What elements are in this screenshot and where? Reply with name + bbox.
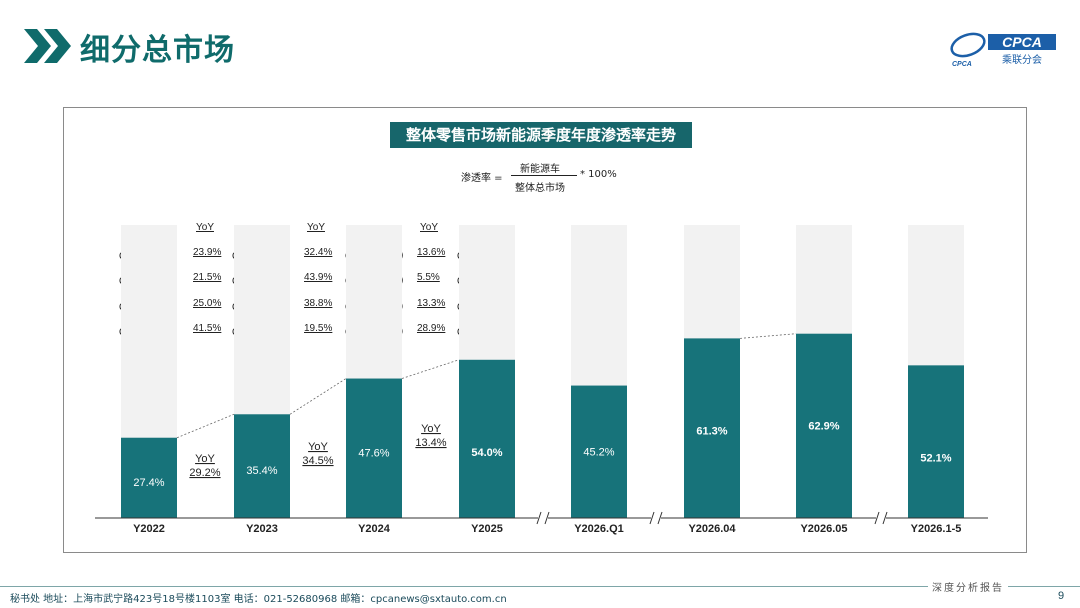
formula-denominator: 整体总市场 bbox=[515, 183, 565, 194]
axis-break-gap bbox=[538, 514, 548, 522]
tick-label: Y2026.Q1 bbox=[574, 523, 624, 535]
footer-address: 秘书处 地址：上海市武宁路423号18号楼1103室 电话：021-526809… bbox=[10, 594, 507, 605]
tick-label: Y2025 bbox=[471, 523, 503, 535]
axis-break-gap bbox=[651, 514, 661, 522]
quarter-yoy-value: 13.6% bbox=[417, 247, 446, 258]
quarter-yoy-value: 32.4% bbox=[304, 247, 333, 258]
data-label: 61.3% bbox=[696, 425, 727, 437]
quarter-yoy-header-2: YoY bbox=[307, 222, 325, 233]
trend-connector bbox=[739, 333, 797, 339]
quarter-yoy-value: 23.9% bbox=[193, 247, 222, 258]
bar-Y2024 bbox=[346, 378, 402, 518]
logo-text: CPCA bbox=[1002, 34, 1042, 50]
logo-sub: 乘联分会 bbox=[1002, 53, 1042, 66]
axis-break-mark bbox=[882, 511, 888, 525]
data-label: 47.6% bbox=[358, 447, 389, 459]
chart-frame bbox=[63, 107, 1027, 553]
quarter-yoy-value: 28.9% bbox=[417, 323, 446, 334]
svg-text:CPCA: CPCA bbox=[952, 61, 972, 68]
data-label: 54.0% bbox=[471, 447, 502, 459]
formula-lhs: 渗透率 = bbox=[461, 173, 503, 184]
trend-connector bbox=[289, 378, 347, 415]
annual-yoy-value: 34.5% bbox=[302, 455, 333, 467]
annual-yoy-label: YoY bbox=[308, 441, 328, 453]
formula-rhs: * 100% bbox=[580, 169, 617, 180]
data-label: 45.2% bbox=[583, 447, 614, 459]
data-label: 62.9% bbox=[808, 421, 839, 433]
bar-Y2026.05 bbox=[796, 333, 852, 518]
quarter-yoy-header-3: YoY bbox=[420, 222, 438, 233]
bar-Y2026.04 bbox=[684, 338, 740, 518]
annual-yoy-label: YoY bbox=[195, 453, 215, 465]
axis-break-mark bbox=[657, 511, 663, 525]
quarter-yoy-value: 5.5% bbox=[417, 272, 440, 283]
axis-break-mark bbox=[874, 511, 880, 525]
bar-Y2023 bbox=[234, 414, 290, 518]
bar-Y2025 bbox=[459, 359, 515, 518]
formula-numerator: 新能源车 bbox=[520, 164, 560, 175]
annual-yoy-label: YoY bbox=[421, 423, 441, 435]
tick-label: Y2023 bbox=[246, 523, 278, 535]
quarter-yoy-value: 43.9% bbox=[304, 272, 333, 283]
annual-yoy-value: 29.2% bbox=[189, 467, 220, 479]
double-chevron-icon bbox=[24, 29, 71, 63]
page-number: 9 bbox=[1058, 590, 1065, 602]
axis-break-mark bbox=[536, 511, 542, 525]
tick-label: Y2022 bbox=[133, 523, 165, 535]
quarter-yoy-value: 38.8% bbox=[304, 298, 333, 309]
trend-connector bbox=[401, 359, 460, 379]
axis-break-mark bbox=[649, 511, 655, 525]
tick-label: Y2026.1-5 bbox=[911, 523, 962, 535]
data-label: 35.4% bbox=[246, 465, 277, 477]
data-label: 52.1% bbox=[920, 452, 951, 464]
data-label: 27.4% bbox=[133, 477, 164, 489]
page-title: 细分总市场 bbox=[80, 33, 235, 68]
footer-divider bbox=[0, 586, 1080, 587]
axis-break-mark bbox=[544, 511, 550, 525]
quarter-yoy-value: 13.3% bbox=[417, 298, 446, 309]
bar-Y2026.Q1 bbox=[571, 385, 627, 518]
quarter-yoy-header-1: YoY bbox=[196, 222, 214, 233]
bar-Y2026.1-5 bbox=[908, 365, 964, 518]
axis-break-gap bbox=[876, 514, 886, 522]
formula-fraction-bar bbox=[511, 175, 577, 176]
quarter-yoy-value: 21.5% bbox=[193, 272, 222, 283]
tick-label: Y2026.04 bbox=[688, 523, 736, 535]
quarter-yoy-value: 19.5% bbox=[304, 323, 333, 334]
footer-tag: 深度分析报告 bbox=[928, 579, 1008, 594]
quarter-yoy-value: 25.0% bbox=[193, 298, 222, 309]
quarter-yoy-value: 41.5% bbox=[193, 323, 222, 334]
tick-label: Y2026.05 bbox=[800, 523, 847, 535]
bar-Y2022 bbox=[121, 437, 177, 518]
trend-connector bbox=[176, 413, 235, 439]
cpca-logo: CPCA CPCA 乘联分会 bbox=[950, 32, 1056, 68]
chart-title: 整体零售市场新能源季度年度渗透率走势 bbox=[390, 122, 692, 148]
annual-yoy-value: 13.4% bbox=[415, 437, 446, 449]
tick-label: Y2024 bbox=[358, 523, 391, 535]
